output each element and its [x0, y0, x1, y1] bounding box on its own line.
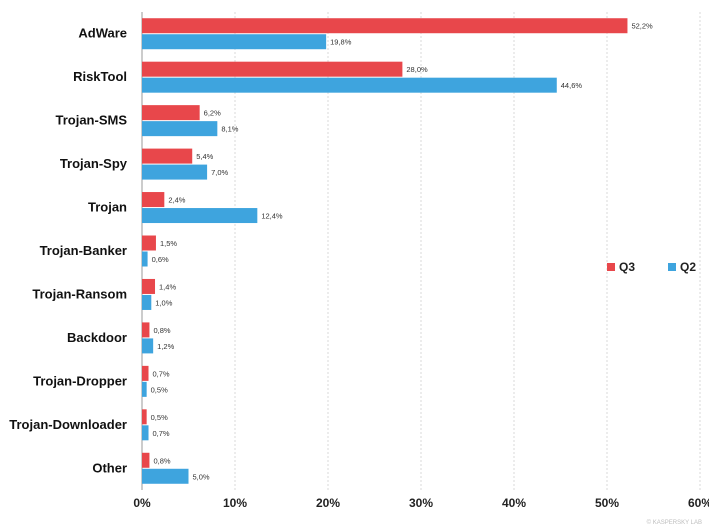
data-label: 0,7% — [153, 369, 170, 378]
legend-label-q2[interactable]: Q2 — [680, 260, 696, 274]
data-label: 1,4% — [159, 282, 176, 291]
data-label: 1,2% — [157, 342, 174, 351]
category-label: AdWare — [78, 26, 127, 41]
x-tick-label: 0% — [133, 496, 151, 510]
data-label: 1,5% — [160, 239, 177, 248]
data-label: 1,0% — [155, 298, 172, 307]
bar-q3 — [142, 61, 403, 77]
bar-q2 — [142, 294, 152, 310]
x-tick-label: 30% — [409, 496, 433, 510]
bar-q3 — [142, 105, 200, 121]
bar-q2 — [142, 251, 148, 267]
bar-q3 — [142, 365, 149, 381]
bar-q2 — [142, 121, 218, 137]
data-label: 0,5% — [151, 413, 168, 422]
category-label: Trojan-Ransom — [32, 286, 127, 301]
data-label: 5,4% — [196, 152, 213, 161]
bar-q3 — [142, 235, 156, 251]
bar-q3 — [142, 322, 150, 338]
bar-q2 — [142, 164, 208, 180]
bar-q3 — [142, 192, 165, 208]
bar-q2 — [142, 77, 557, 93]
bar-q3 — [142, 148, 193, 164]
bar-q3 — [142, 409, 147, 425]
category-label: Other — [92, 460, 127, 475]
credit-text: © KASPERSKY LAB — [647, 519, 702, 526]
data-label: 5,0% — [193, 472, 210, 481]
x-tick-label: 50% — [595, 496, 619, 510]
data-label: 28,0% — [406, 65, 428, 74]
legend[interactable]: Q3 Q2 — [607, 260, 696, 274]
x-tick-label: 10% — [223, 496, 247, 510]
data-label: 19,8% — [330, 38, 352, 47]
x-tick-label: 60% — [688, 496, 709, 510]
data-label: 0,5% — [151, 385, 168, 394]
bar-q2 — [142, 381, 147, 397]
data-label: 12,4% — [261, 212, 283, 221]
category-label: Trojan-Downloader — [9, 417, 127, 432]
bar-q2 — [142, 468, 189, 484]
data-label: 0,6% — [152, 255, 169, 264]
legend-swatch-q3[interactable] — [607, 263, 615, 271]
bar-q2 — [142, 34, 327, 50]
data-label: 0,8% — [153, 456, 170, 465]
category-label: Trojan-Banker — [40, 243, 127, 258]
data-label: 0,7% — [153, 429, 170, 438]
data-label: 8,1% — [221, 125, 238, 134]
data-label: 2,4% — [168, 196, 185, 205]
bar-q3 — [142, 18, 628, 34]
category-label: Trojan-Spy — [60, 156, 128, 171]
data-label: 7,0% — [211, 168, 228, 177]
category-label: Trojan-SMS — [55, 113, 127, 128]
category-label: Trojan-Dropper — [33, 373, 127, 388]
bars: 52,2% 19,8% 28,0% 44,6% 6,2%8,1% 5,4% 7,0% 2,4%… — [142, 18, 653, 484]
data-label: 44,6% — [561, 81, 583, 90]
bar-q2 — [142, 338, 154, 354]
bar-q3 — [142, 452, 150, 468]
category-labels: AdWare RiskTool Trojan-SMS Trojan-Spy Trojan… — [9, 26, 127, 476]
legend-label-q3[interactable]: Q3 — [619, 260, 635, 274]
data-label: 0,8% — [153, 326, 170, 335]
x-tick-label: 20% — [316, 496, 340, 510]
x-tick-label: 40% — [502, 496, 526, 510]
bar-q3 — [142, 278, 156, 294]
data-label: 52,2% — [631, 22, 653, 31]
bar-q2 — [142, 425, 149, 441]
data-label: 6,2% — [204, 109, 221, 118]
x-axis-ticks: 0% 10% 20% 30% 40% 50% 60% — [133, 496, 709, 510]
bar-q2 — [142, 208, 258, 224]
category-label: Trojan — [88, 200, 127, 215]
category-label: Backdoor — [67, 330, 127, 345]
legend-swatch-q2[interactable] — [668, 263, 676, 271]
category-label: RiskTool — [73, 69, 127, 84]
